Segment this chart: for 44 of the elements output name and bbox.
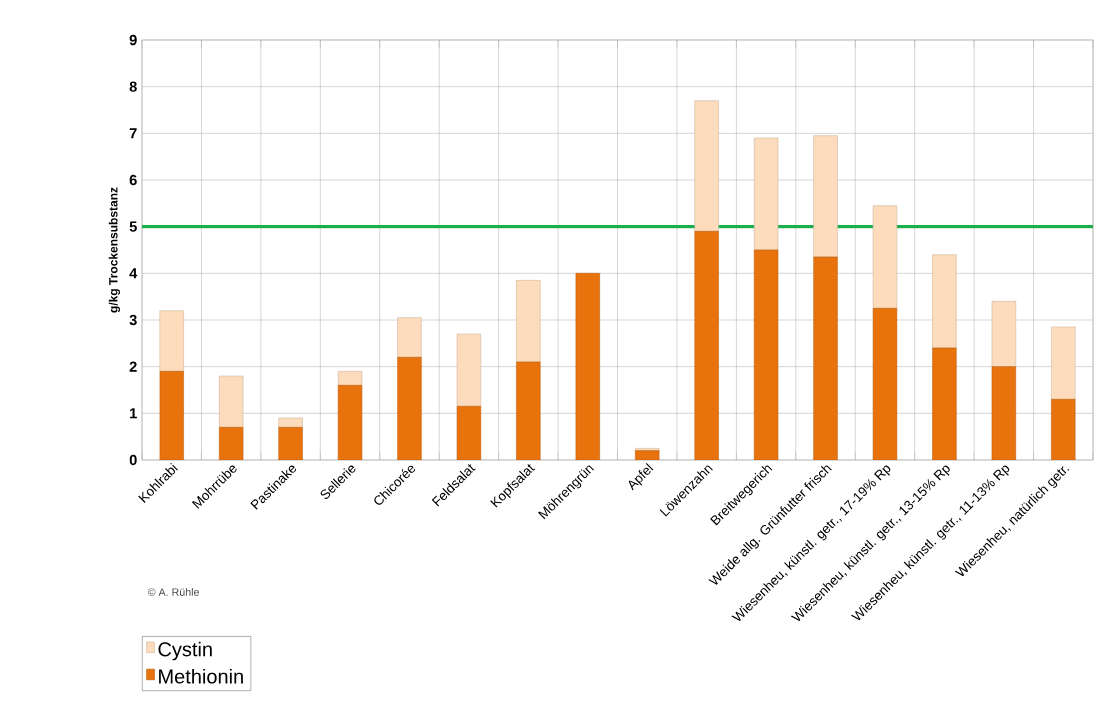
bar bbox=[456, 406, 482, 460]
bar bbox=[813, 135, 838, 258]
bar bbox=[456, 333, 482, 407]
y-tick-label: 4 bbox=[129, 268, 138, 279]
bar bbox=[159, 371, 184, 460]
bar bbox=[278, 417, 303, 428]
bar bbox=[753, 137, 779, 251]
y-tick-label: 9 bbox=[129, 34, 137, 46]
bar bbox=[991, 366, 1017, 460]
y-tick-label: 6 bbox=[129, 174, 137, 186]
legend-label: Cystin bbox=[158, 641, 212, 661]
bar bbox=[932, 347, 957, 460]
bar bbox=[516, 361, 541, 460]
bar bbox=[575, 273, 600, 460]
bar bbox=[635, 450, 660, 460]
y-tick-label: 7 bbox=[129, 128, 137, 139]
bar bbox=[337, 385, 363, 460]
bar bbox=[337, 371, 363, 386]
bar bbox=[397, 357, 422, 460]
bar bbox=[219, 375, 244, 428]
bar bbox=[1051, 399, 1076, 460]
bar bbox=[991, 301, 1017, 367]
y-tick-label: 0 bbox=[129, 454, 137, 466]
bar bbox=[1051, 326, 1076, 400]
bar bbox=[278, 427, 303, 460]
bar bbox=[932, 254, 957, 349]
y-tick-label: 3 bbox=[129, 314, 137, 326]
bar bbox=[516, 280, 541, 363]
y-tick-label: 5 bbox=[129, 221, 137, 232]
y-tick-label: 2 bbox=[129, 361, 137, 372]
bar bbox=[219, 427, 244, 460]
y-axis-title: g/kg Trockensubstanz bbox=[108, 187, 120, 313]
text: © A. Rühle bbox=[147, 588, 199, 596]
legend-label: Methionin bbox=[159, 668, 243, 684]
bar bbox=[872, 308, 898, 460]
y-tick-label: 8 bbox=[129, 81, 137, 92]
bar bbox=[753, 249, 779, 460]
bar bbox=[872, 205, 898, 309]
y-tick-label: 1 bbox=[130, 408, 137, 419]
bar bbox=[694, 100, 719, 232]
bar bbox=[813, 256, 838, 460]
bar bbox=[694, 231, 719, 460]
bar bbox=[159, 310, 184, 372]
bar bbox=[397, 317, 422, 358]
